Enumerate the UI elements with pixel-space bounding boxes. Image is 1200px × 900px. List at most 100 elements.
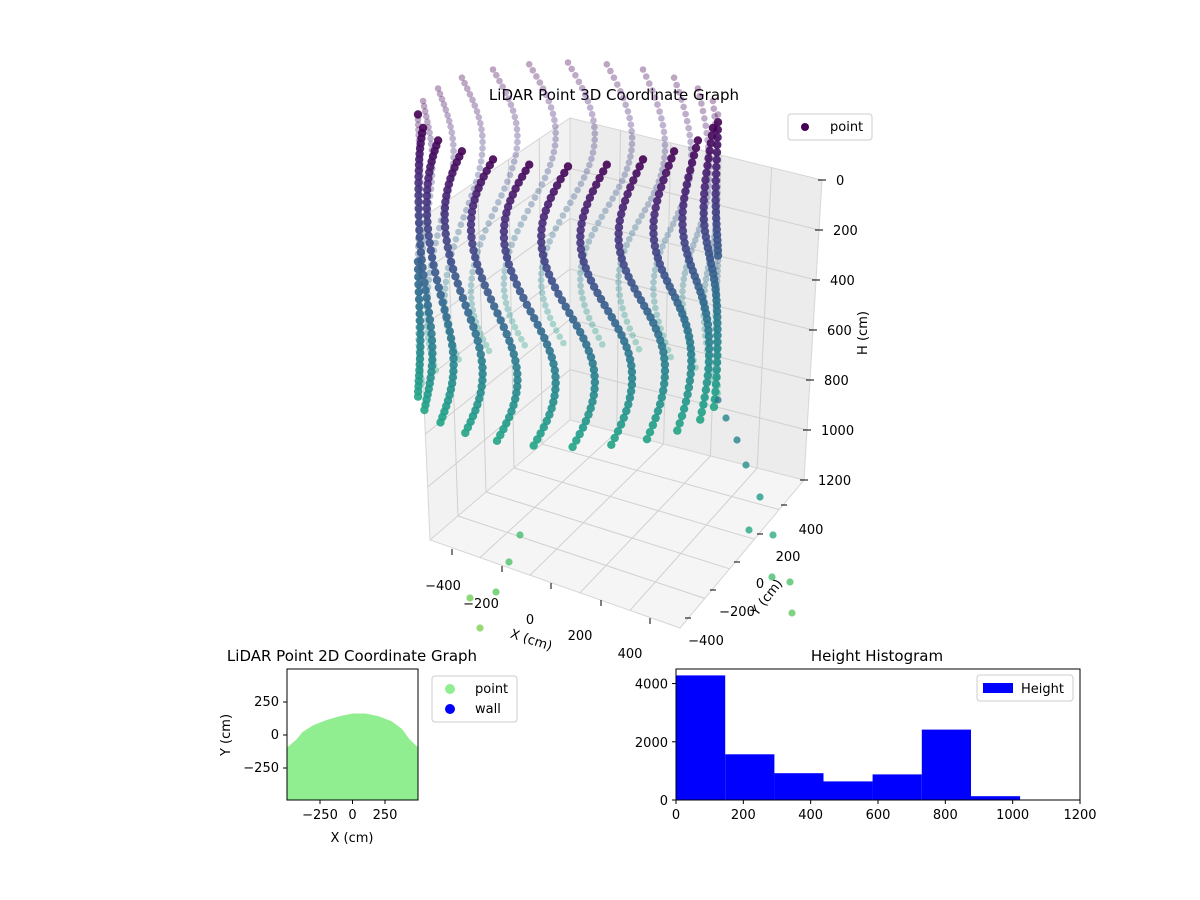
lidar-point-3d xyxy=(695,226,703,233)
lidar-point-3d xyxy=(469,268,476,276)
histogram-bar xyxy=(774,773,824,800)
lidar-point-3d xyxy=(466,220,476,229)
lidar-point-3d xyxy=(540,295,547,303)
lidar-point-3d xyxy=(638,155,648,164)
lidar-point-3d xyxy=(675,419,684,428)
lidar-point-3d xyxy=(580,206,590,215)
lidar-point-3d xyxy=(500,287,508,294)
lidar-point-3d xyxy=(511,234,518,242)
z-tick-3d: 600 xyxy=(827,324,852,339)
lidar-point-3d xyxy=(425,238,434,248)
lidar-point-3d xyxy=(711,380,721,389)
lidar-point-3d xyxy=(457,221,465,228)
lidar-point-3d xyxy=(685,376,695,385)
lidar-point-3d xyxy=(546,161,554,169)
lidar-point-3d xyxy=(628,147,635,154)
lidar-point-3d xyxy=(626,387,636,396)
legend-2d-wall-marker xyxy=(445,704,455,714)
y-tick-3d: 200 xyxy=(776,550,801,565)
lidar-point-3d xyxy=(673,426,682,435)
lidar-point-3d xyxy=(591,225,599,233)
lidar-point-3d xyxy=(639,66,647,73)
lidar-point-3d xyxy=(475,343,484,352)
lidar-point-3d xyxy=(682,110,689,118)
lidar-point-3d xyxy=(476,164,484,172)
lidar-point-3d xyxy=(416,323,425,332)
lidar-point-3d xyxy=(542,340,552,349)
lidar-point-3d xyxy=(432,275,442,285)
lidar-point-3d xyxy=(547,353,556,362)
y-tick-2d: 0 xyxy=(271,728,279,743)
lidar-point-3d xyxy=(460,214,467,221)
lidar-point-3d xyxy=(536,79,544,86)
lidar-point-3d xyxy=(525,61,533,68)
lidar-point-3d xyxy=(415,233,424,242)
lidar-point-3d xyxy=(710,105,718,112)
lidar-point-3d xyxy=(546,238,553,245)
plot-3d-title: LiDAR Point 3D Coordinate Graph xyxy=(489,86,739,104)
lidar-point-3d xyxy=(469,246,478,255)
lidar-point-3d xyxy=(625,393,635,402)
lidar-point-3d xyxy=(427,336,437,345)
lidar-point-3d xyxy=(549,231,556,239)
lidar-outlier-3d xyxy=(733,436,741,444)
lidar-point-3d xyxy=(477,356,486,366)
legend-3d-marker xyxy=(801,123,809,131)
lidar-point-3d xyxy=(446,334,456,343)
lidar-point-3d xyxy=(449,135,457,142)
lidar-point-3d xyxy=(659,243,666,250)
lidar-point-3d xyxy=(685,338,695,347)
lidar-point-3d xyxy=(475,267,484,276)
lidar-point-3d xyxy=(590,371,599,381)
lidar-point-3d xyxy=(478,363,487,372)
lidar-point-3d xyxy=(701,175,710,185)
lidar-point-3d xyxy=(495,199,502,206)
lidar-point-3d xyxy=(434,85,442,92)
lidar-point-3d xyxy=(543,200,553,209)
lidar-point-3d xyxy=(660,373,669,382)
lidar-point-3d xyxy=(713,351,722,360)
lidar-point-3d xyxy=(509,107,517,114)
lidar-point-3d xyxy=(538,283,545,290)
lidar-point-3d xyxy=(680,275,688,283)
lidar-point-3d xyxy=(506,311,513,319)
lidar-point-3d xyxy=(440,216,449,225)
lidar-point-3d xyxy=(478,151,486,159)
lidar-point-3d xyxy=(687,138,694,146)
lidar-point-3d xyxy=(635,162,644,171)
lidar-point-3d xyxy=(667,154,676,163)
lidar-point-3d xyxy=(443,243,453,252)
lidar-point-3d xyxy=(681,269,689,277)
lidar-point-3d xyxy=(444,112,451,119)
lidar-point-3d xyxy=(533,73,540,80)
lidar-point-3d xyxy=(702,275,710,283)
lidar-point-3d xyxy=(423,224,433,233)
lidar-point-3d xyxy=(467,281,475,289)
lidar-point-3d xyxy=(440,305,449,314)
lidar-point-3d xyxy=(660,128,668,136)
lidar-outlier-3d xyxy=(476,624,484,632)
lidar-point-3d xyxy=(555,218,563,226)
x-tick-2d: 250 xyxy=(373,808,398,823)
lidar-point-3d xyxy=(628,127,635,135)
lidar-point-3d xyxy=(458,294,468,303)
histogram-bar xyxy=(823,781,873,800)
lidar-point-3d xyxy=(476,241,484,248)
lidar-point-3d xyxy=(455,228,462,236)
lidar-point-3d xyxy=(683,390,692,399)
lidar-point-3d xyxy=(538,181,546,188)
lidar-point-3d xyxy=(709,402,719,412)
histogram-bar xyxy=(872,774,922,800)
lidar-point-3d xyxy=(648,420,658,430)
histogram-bar xyxy=(676,675,726,800)
lidar-point-3d xyxy=(679,404,689,413)
lidar-point-3d xyxy=(628,140,636,148)
lidar-point-3d xyxy=(448,129,456,136)
lidar-point-3d xyxy=(618,177,626,185)
lidar-point-3d xyxy=(542,302,549,309)
lidar-outlier-3d xyxy=(769,531,777,539)
lidar-point-3d xyxy=(546,193,555,203)
lidar-point-3d xyxy=(491,206,499,213)
z-tick-3d: 400 xyxy=(830,274,855,289)
lidar-point-3d xyxy=(607,440,616,449)
